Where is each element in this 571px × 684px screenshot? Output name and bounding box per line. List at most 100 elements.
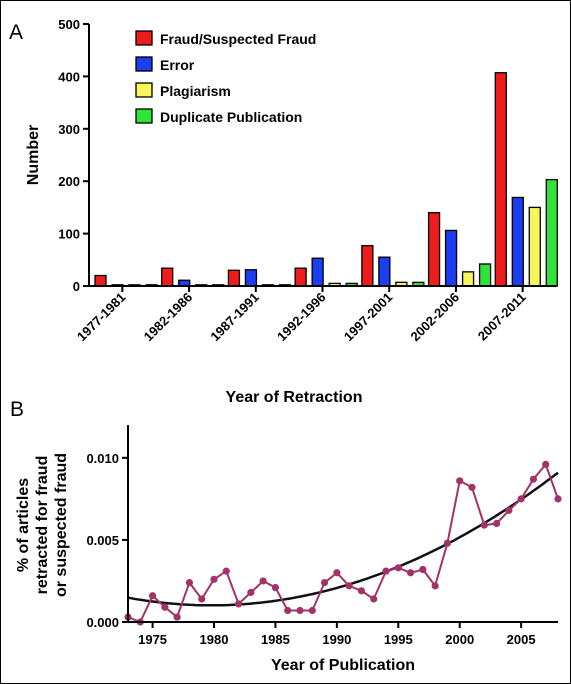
data-point-1978 [185,579,194,587]
y-tick-label-a: 0 [73,279,80,294]
data-point-1979 [198,595,206,603]
data-point-1990 [333,569,341,577]
x-ticks-b: 1975 1980 1985 1990 1995 2000 2005 [138,622,536,647]
y-tick-label-b: 0.005 [86,533,119,548]
y-ticks-b: 0.000 0.005 0.010 [86,451,128,630]
series-line [127,462,559,624]
panel-b-line-chart: 0.000 0.005 0.010 1975 1980 1985 1990 1995 2000… [15,425,562,674]
y-tick-label-a: 200 [58,174,80,189]
y-tick-label-b: 0.000 [86,615,119,630]
bar-1997-2001-0 [361,245,374,287]
data-point-1980 [210,575,218,583]
x-ticks-a: 1977-1981 1982-1986 1987-1991 1992-1996 1997… [74,286,529,344]
legend-swatch [135,56,153,72]
bar-2007-2011-0 [494,72,507,287]
bar-2002-2006-2 [461,271,475,287]
panel-label-a: A [9,21,23,44]
data-point-1983 [247,588,255,597]
legend-entry: Duplicate Publication [160,109,302,125]
x-tick-label-a: 1987-1991 [207,290,262,345]
bar-1997-2001-1 [378,256,391,287]
data-point-2008 [554,495,562,503]
y-axis-title-b-line: or suspected fraud [53,453,70,597]
bar-1982-1986-0 [161,267,174,287]
x-axis-title-a: Year of Retraction [226,389,363,406]
legend-swatch [135,82,153,98]
data-point-1975 [148,592,157,600]
x-tick-label-b: 1980 [200,632,229,647]
panel-label-b: B [10,398,24,421]
data-point-1992 [357,587,366,595]
legend-entry: Plagiarism [160,83,231,99]
y-ticks-a: 0 100 200 300 400 500 [58,17,89,294]
y-tick-label-a: 500 [58,17,80,32]
x-tick-label-a: 1992-1996 [274,290,329,345]
data-point-1986 [284,606,292,615]
data-point-1984 [259,577,267,585]
bar-1992-1996-0 [294,267,307,287]
bar-1987-1991-1 [244,269,258,287]
y-tick-label-a: 300 [58,122,80,137]
data-point-2004 [505,506,513,514]
bar-2007-2011-3 [545,178,558,287]
series-points [124,460,562,626]
data-point-1987 [296,606,304,615]
y-tick-label-a: 100 [58,227,80,242]
x-tick-label-b: 1995 [384,632,413,647]
data-point-1999 [443,539,452,547]
x-axis-title-b: Year of Publication [271,657,415,674]
x-tick-label-b: 1990 [322,632,351,647]
data-point-1994 [382,567,390,575]
data-point-2006 [529,475,538,483]
x-tick-label-b: 2000 [445,632,474,647]
data-point-2000 [456,477,464,485]
legend-entry: Fraud/Suspected Fraud [160,31,316,47]
data-point-1993 [370,595,378,603]
legend-swatch [135,108,153,124]
y-axis-title-a: Number [25,125,42,185]
legend-entry: Error [160,57,195,73]
data-point-2007 [542,460,550,468]
trend-curve [127,471,559,607]
bar-2002-2006-1 [444,229,458,287]
x-tick-label-a: 2007-2011 [475,290,529,344]
data-point-1976 [161,603,169,611]
y-tick-label-b: 0.010 [86,451,119,466]
x-tick-label-a: 2002-2006 [407,290,462,345]
data-point-1985 [271,583,280,592]
data-point-1989 [320,579,329,587]
y-axis-title-b-line: % of articles [15,478,32,572]
y-tick-label-a: 400 [58,69,80,84]
bar-2007-2011-1 [511,196,524,287]
y-axis-title-b: % of articles retracted for fraud or suspe… [15,453,70,597]
data-point-1998 [431,582,439,590]
data-point-1981 [222,567,230,575]
data-point-1996 [406,569,415,577]
data-point-1997 [419,565,427,574]
panel-a-bar-chart: 0 100 200 300 400 500 1977-1981 1982-1986 1987-… [25,17,558,406]
bar-1987-1991-0 [227,269,241,287]
data-point-2003 [492,519,501,528]
data-point-2002 [480,521,488,529]
bar-2007-2011-2 [528,206,541,287]
x-tick-label-a: 1997-2001 [341,290,396,345]
bar-1977-1981-0 [94,274,107,287]
x-tick-label-b: 1975 [138,632,167,647]
legend-swatch [135,30,153,46]
bar-group [94,72,558,287]
data-point-2001 [468,483,476,491]
data-point-1977 [173,613,181,621]
x-tick-label-a: 1977-1981 [74,290,129,345]
data-point-2005 [517,495,525,503]
x-tick-label-b: 1985 [261,632,290,647]
data-point-1991 [345,582,353,590]
data-point-1982 [234,600,243,608]
data-point-1988 [308,606,316,615]
legend: Fraud/Suspected Fraud Error Plagiarism Dupl… [135,30,316,125]
bar-2002-2006-3 [478,263,492,287]
y-axis-title-b-line: retracted for fraud [34,456,51,595]
x-tick-label-a: 1982-1986 [141,290,196,345]
x-tick-label-b: 2005 [507,632,536,647]
